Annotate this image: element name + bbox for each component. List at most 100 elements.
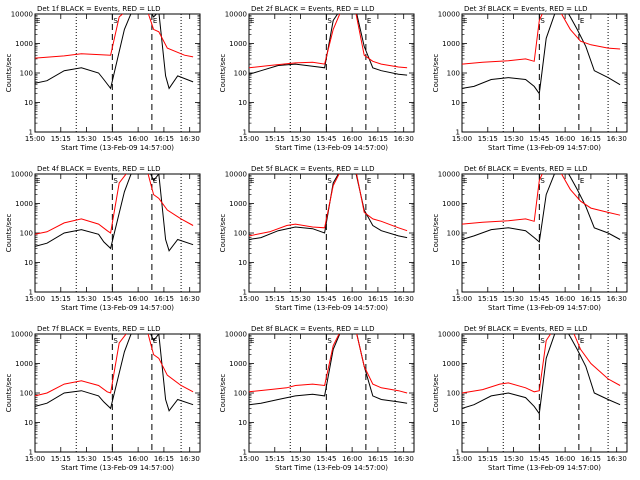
x-tick-label: 15:45 [529,295,549,303]
x-tick-label: 16:30 [394,135,414,143]
x-tick-label: 16:15 [581,135,601,143]
x-tick-label: 15:45 [529,135,549,143]
x-axis-label: Start Time (13-Feb-09 14:57:00) [488,464,601,472]
series-line-events [249,334,408,406]
x-tick-label: 15:45 [316,455,336,463]
panel-title: Det 9f BLACK = Events, RED = LLD [464,325,587,333]
series-line-lld [35,14,194,59]
panel-8: Det 8f BLACK = Events, RED = LLD E S E 1 10 10… [219,325,415,472]
x-tick-label: 15:00 [239,135,259,143]
panel-title: Det 4f BLACK = Events, RED = LLD [37,165,160,173]
y-tick-label: 1000 [229,200,247,208]
x-tick-label: 15:15 [478,135,498,143]
y-tick-label: 10 [238,419,247,427]
x-tick-label: 15:00 [239,455,259,463]
y-tick-label: 1000 [442,360,460,368]
marker-label: E [153,337,157,345]
x-tick-label: 16:30 [180,295,200,303]
panel-title: Det 1f BLACK = Events, RED = LLD [37,5,160,13]
y-tick-label: 10000 [438,331,460,339]
y-axis-label: Counts/sec [5,374,13,413]
y-tick-label: 1 [243,289,247,297]
x-tick-label: 16:00 [342,455,362,463]
x-tick-label: 15:30 [503,295,523,303]
y-axis-label: Counts/sec [432,54,440,93]
marker-label: E [367,337,371,345]
series-line-events [462,334,621,415]
series-line-lld [249,14,408,69]
y-tick-label: 10000 [438,171,460,179]
y-tick-label: 1 [29,449,33,457]
marker-label: E [153,17,157,25]
marker-label: S [327,177,332,185]
x-axis-label: Start Time (13-Feb-09 14:57:00) [61,464,174,472]
y-axis-label: Counts/sec [219,54,227,93]
x-tick-label: 15:30 [290,455,310,463]
x-tick-label: 16:30 [607,455,627,463]
marker-label: E [250,177,254,185]
y-tick-label: 100 [447,230,460,238]
panel-3: Det 3f BLACK = Events, RED = LLD E S E 1 10 10… [432,5,628,152]
y-tick-label: 1 [243,449,247,457]
series-line-lld [249,334,408,394]
x-tick-label: 16:15 [368,135,388,143]
x-tick-label: 15:30 [503,135,523,143]
panel-9: Det 9f BLACK = Events, RED = LLD E S E 1 10 10… [432,325,628,472]
x-tick-label: 16:30 [394,455,414,463]
y-tick-label: 1 [29,289,33,297]
y-tick-label: 1000 [15,40,33,48]
x-axis-label: Start Time (13-Feb-09 14:57:00) [61,304,174,312]
marker-label: S [540,17,545,25]
panel-4: Det 4f BLACK = Events, RED = LLD E S E 1 10 10… [5,165,201,312]
x-tick-label: 16:00 [342,295,362,303]
marker-label: E [367,17,371,25]
y-tick-label: 1000 [15,360,33,368]
x-tick-label: 16:00 [555,295,575,303]
y-tick-label: 100 [447,390,460,398]
marker-label: E [250,337,254,345]
series-line-events [249,174,408,240]
x-tick-label: 15:30 [290,135,310,143]
y-tick-label: 100 [447,70,460,78]
panel-7: Det 7f BLACK = Events, RED = LLD E S E 1 10 10… [5,325,201,472]
y-tick-label: 10000 [225,331,247,339]
y-tick-label: 10 [451,99,460,107]
marker-label: S [113,177,118,185]
panel-title: Det 8f BLACK = Events, RED = LLD [251,325,374,333]
y-tick-label: 10000 [225,171,247,179]
y-tick-label: 10 [24,99,33,107]
x-tick-label: 16:00 [342,135,362,143]
x-tick-label: 15:30 [503,455,523,463]
series-line-lld [462,14,621,65]
marker-label: E [580,337,584,345]
marker-label: E [153,177,157,185]
x-axis-label: Start Time (13-Feb-09 14:57:00) [488,144,601,152]
marker-label: S [540,337,545,345]
y-tick-label: 1000 [442,40,460,48]
x-tick-label: 15:15 [478,295,498,303]
panel-6: Det 6f BLACK = Events, RED = LLD E S E 1 10 10… [432,165,628,312]
x-tick-label: 16:00 [555,455,575,463]
y-tick-label: 1000 [442,200,460,208]
y-tick-label: 10000 [11,11,33,19]
x-tick-label: 15:30 [290,295,310,303]
marker-label: E [463,337,467,345]
y-axis-label: Counts/sec [5,214,13,253]
x-tick-label: 15:00 [25,135,45,143]
x-axis-label: Start Time (13-Feb-09 14:57:00) [275,464,388,472]
marker-label: S [327,337,332,345]
y-tick-label: 100 [234,230,247,238]
y-tick-label: 10 [238,259,247,267]
y-tick-label: 1000 [229,360,247,368]
x-tick-label: 16:15 [581,295,601,303]
x-tick-label: 15:45 [316,295,336,303]
x-tick-label: 16:15 [154,455,174,463]
x-tick-label: 16:30 [394,295,414,303]
x-tick-label: 15:15 [265,295,285,303]
panel-2: Det 2f BLACK = Events, RED = LLD E S E 1 10 10… [219,5,415,152]
y-tick-label: 1 [456,449,460,457]
marker-label: E [463,177,467,185]
x-tick-label: 15:00 [452,295,472,303]
